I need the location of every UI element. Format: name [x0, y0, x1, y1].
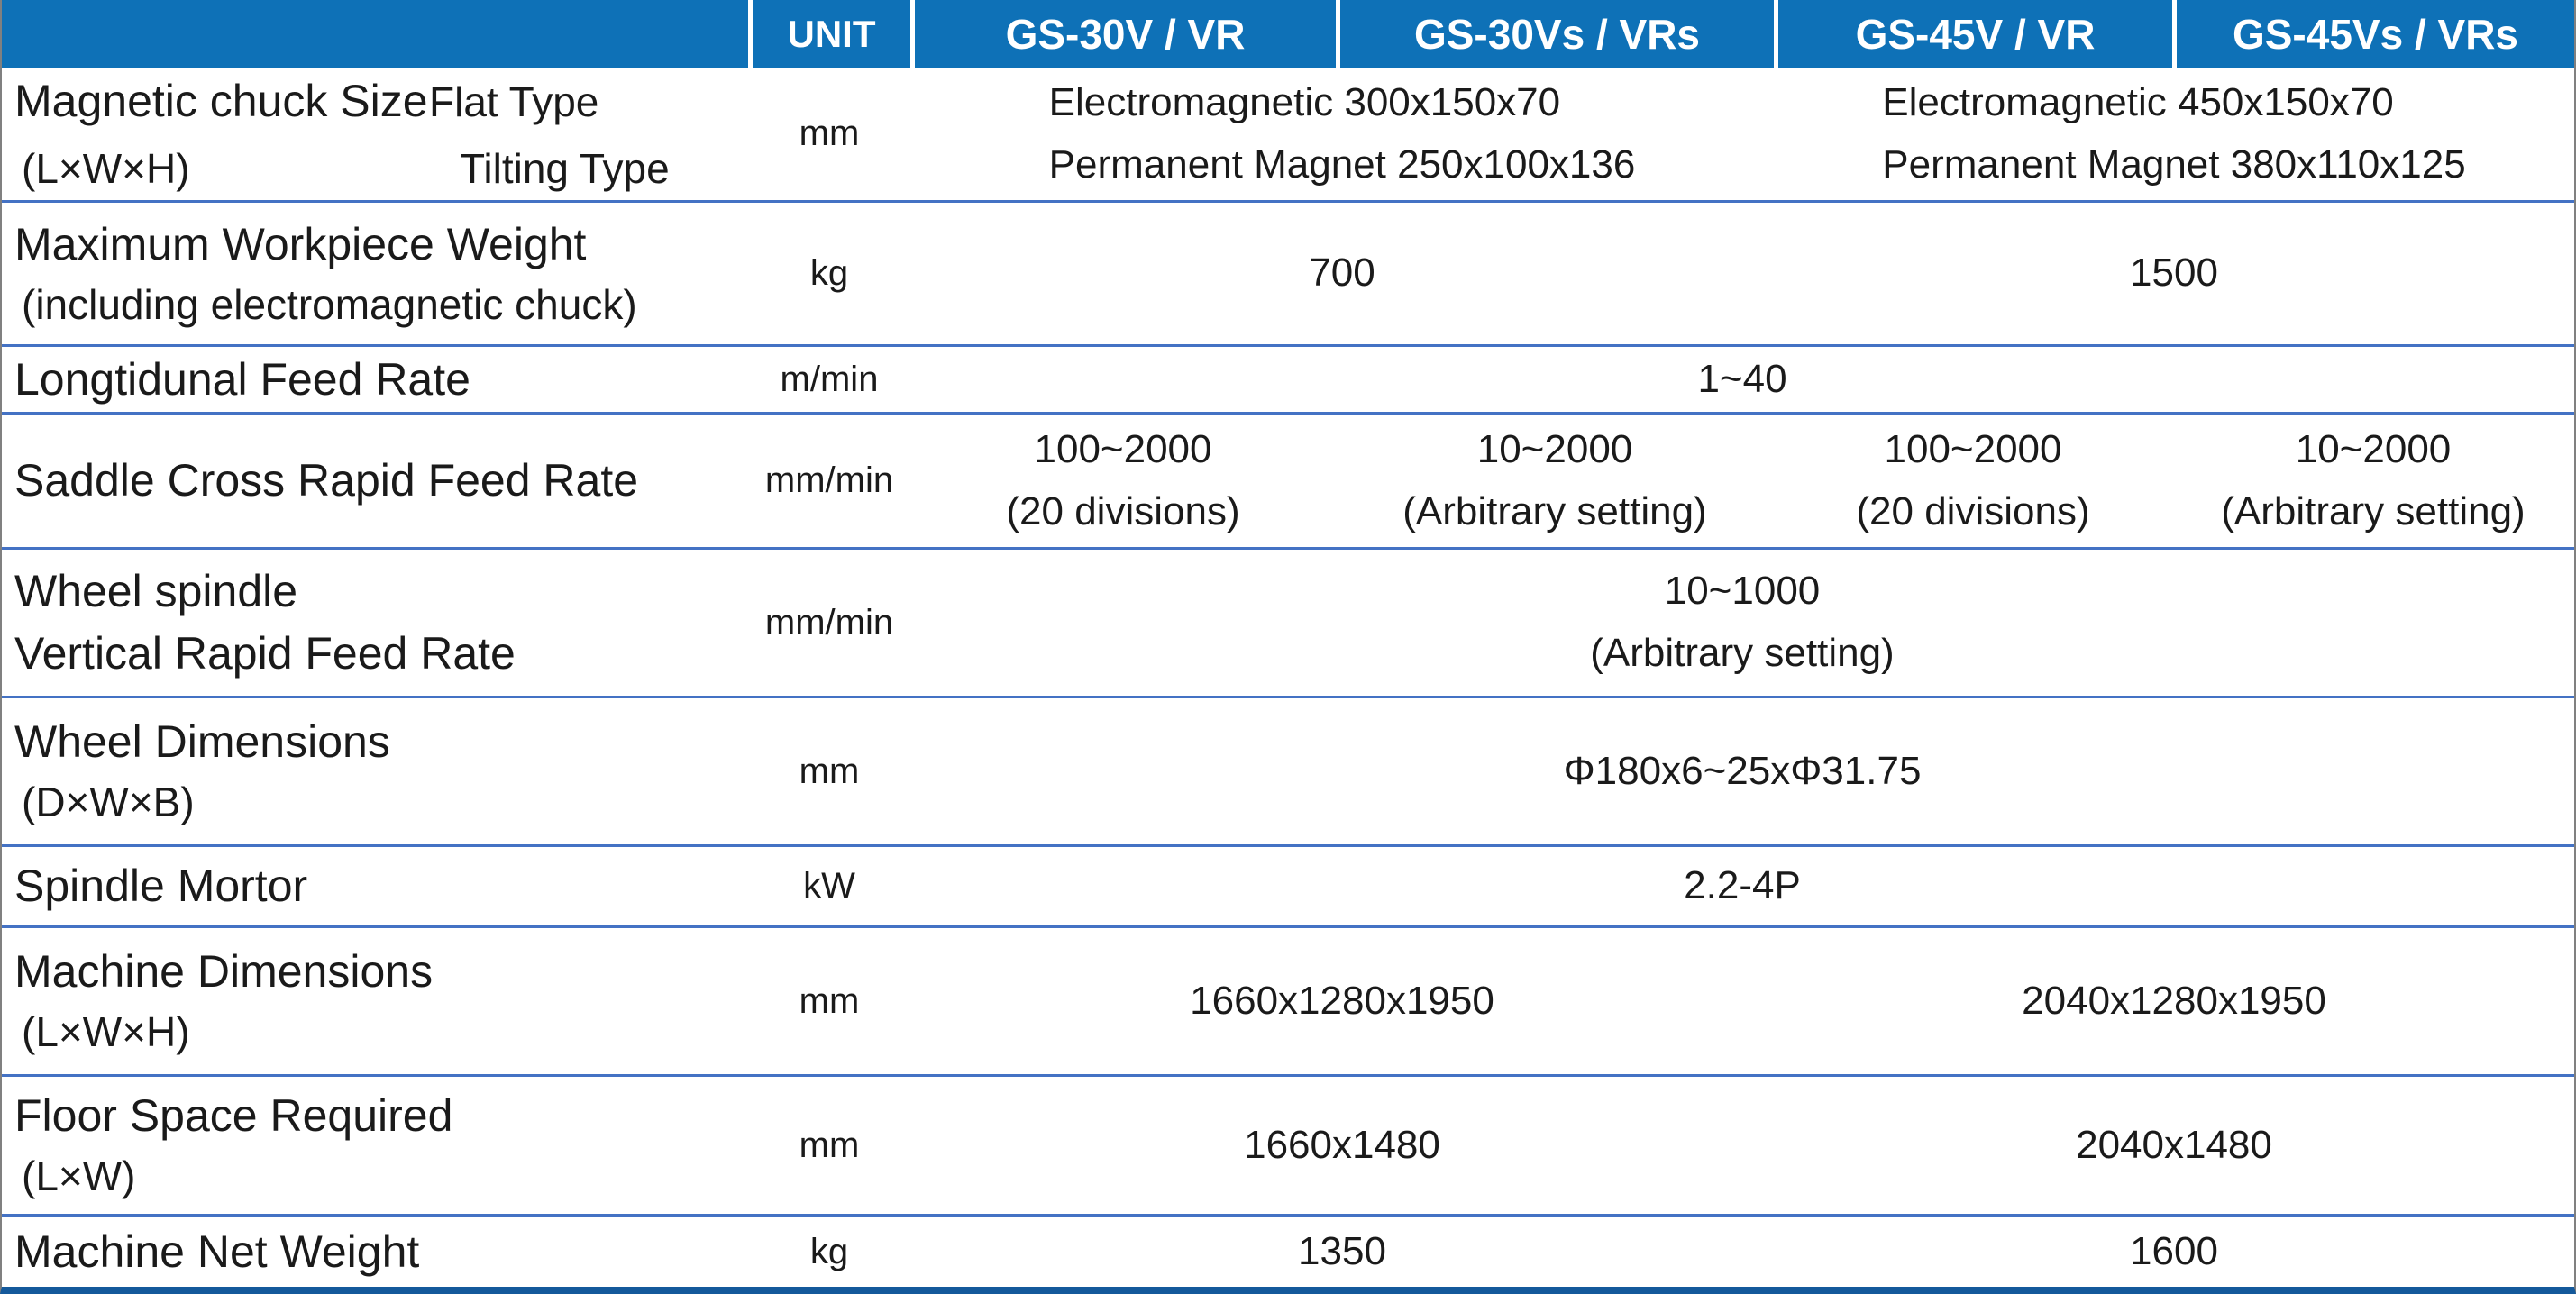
table-row-floor-space-required: Floor Space Required (L×W) mm 1660x1480 … — [2, 1077, 2574, 1217]
value-cell-gs30-weight: 700 — [1309, 251, 1375, 296]
value-cell-gs45-weight: 1500 — [2130, 251, 2218, 296]
value-line-range: 100~2000 — [1034, 426, 1212, 471]
table-row-vertical-rapid-feed-rate: Wheel spindle Vertical Rapid Feed Rate m… — [2, 550, 2574, 698]
value-cell-gs30-machine-dimensions: 1660x1280x1950 — [1190, 978, 1494, 1023]
row-sublabel-flat-type: Flat Type — [429, 77, 599, 125]
unit-cell: m/min — [780, 359, 879, 399]
row-label-line1: Maximum Workpiece Weight — [14, 218, 587, 269]
value-line-note: (Arbitrary setting) — [2221, 488, 2526, 533]
row-label-line1: Wheel Dimensions — [14, 716, 390, 768]
row-label-line1: Longtidunal Feed Rate — [14, 353, 470, 405]
value-cell-gs30-net-weight: 1350 — [1298, 1228, 1386, 1273]
value-cell-gs45-chuck: Electromagnetic 450x150x70 Permanent Mag… — [1774, 68, 2574, 200]
row-label-floor-space: Floor Space Required (L×W) — [2, 1077, 748, 1214]
row-label-wheel-spindle: Wheel spindle Vertical Rapid Feed Rate — [2, 550, 748, 696]
value-line-note: (Arbitrary setting) — [1590, 631, 1895, 675]
row-label-line1: Floor Space Required — [14, 1090, 453, 1142]
row-label-line1: Machine Net Weight — [14, 1226, 420, 1277]
value-line-range: 100~2000 — [1884, 426, 2062, 471]
table-row-machine-net-weight: Machine Net Weight kg 1350 1600 — [2, 1217, 2574, 1287]
row-label-line1: Machine Dimensions — [14, 946, 434, 998]
row-label-line1: Wheel spindle — [14, 566, 298, 616]
value-line-permanent-magnet: Permanent Magnet 250x100x136 — [1048, 141, 1636, 187]
row-label-line2: (L×W) — [22, 1153, 136, 1200]
row-sublabel-tilting-type: Tilting Type — [460, 144, 670, 192]
row-label-machine-net-weight: Machine Net Weight — [2, 1217, 748, 1287]
row-label-magnetic-chuck-size: Magnetic chuck Size Flat Type (L×W×H) Ti… — [2, 68, 748, 200]
value-line-note: (Arbitrary setting) — [1402, 488, 1707, 533]
unit-cell: mm/min — [764, 460, 894, 500]
value-line-range: 10~2000 — [1476, 426, 1633, 471]
value-line-note: (20 divisions) — [1856, 488, 2090, 533]
value-cell-gs30-chuck: Electromagnetic 300x150x70 Permanent Mag… — [910, 68, 1774, 200]
value-cell-gs45vs-saddle: 10~2000 (Arbitrary setting) — [2172, 415, 2574, 547]
unit-cell: mm — [799, 114, 860, 153]
column-header-model-gs30v: GS-30V / VR — [910, 0, 1336, 68]
column-header-model-gs30vs: GS-30Vs / VRs — [1336, 0, 1774, 68]
value-line-electromagnetic: Electromagnetic 450x150x70 — [1882, 79, 2394, 124]
table-row-max-workpiece-weight: Maximum Workpiece Weight (including elec… — [2, 203, 2574, 347]
value-line-range: 10~2000 — [2295, 426, 2452, 471]
column-header-model-gs45vs: GS-45Vs / VRs — [2172, 0, 2574, 68]
row-label-line1: Spindle Mortor — [14, 861, 308, 911]
column-header-unit: UNIT — [748, 0, 910, 68]
row-label-max-workpiece-weight: Maximum Workpiece Weight (including elec… — [2, 203, 748, 344]
row-label-line2: (L×W×H) — [22, 1008, 190, 1056]
row-label-line2: (including electromagnetic chuck) — [22, 280, 637, 328]
row-label-machine-dimensions: Machine Dimensions (L×W×H) — [2, 928, 748, 1074]
row-label-line1: Saddle Cross Rapid Feed Rate — [14, 455, 639, 506]
unit-cell: kW — [803, 866, 855, 906]
value-cell-gs30-floor-space: 1660x1480 — [1244, 1122, 1440, 1167]
value-block: Electromagnetic 450x150x70 Permanent Mag… — [1882, 80, 2465, 187]
row-label-line1: Magnetic chuck Size — [14, 75, 428, 126]
row-label-longitudinal-feed-rate: Longtidunal Feed Rate — [2, 347, 748, 412]
row-label-wheel-dimensions: Wheel Dimensions (D×W×B) — [2, 698, 748, 844]
value-cell-feed-rate-all-models: 1~40 — [1697, 356, 1787, 401]
value-line-note: (20 divisions) — [1006, 488, 1240, 533]
table-row-magnetic-chuck-size: Magnetic chuck Size Flat Type (L×W×H) Ti… — [2, 68, 2574, 203]
table-row-saddle-cross-rapid-feed-rate: Saddle Cross Rapid Feed Rate mm/min 100~… — [2, 415, 2574, 550]
value-cell-wheel-dimensions-all-models: Φ180x6~25xΦ31.75 — [1563, 748, 1922, 793]
value-cell-spindle-motor-all-models: 2.2-4P — [1684, 863, 1801, 908]
row-label-line2: (D×W×B) — [22, 779, 195, 826]
row-label-spindle-motor: Spindle Mortor — [2, 847, 748, 925]
row-label-line2: (L×W×H) — [22, 144, 190, 192]
value-cell-gs45-floor-space: 2040x1480 — [2076, 1122, 2272, 1167]
value-cell-gs45-machine-dimensions: 2040x1280x1950 — [2022, 978, 2326, 1023]
value-cell-gs30v-saddle: 100~2000 (20 divisions) — [910, 415, 1336, 547]
value-cell-gs45v-saddle: 100~2000 (20 divisions) — [1774, 415, 2172, 547]
unit-cell: mm — [799, 1125, 860, 1165]
unit-cell: kg — [809, 253, 849, 293]
value-line-electromagnetic: Electromagnetic 300x150x70 — [1048, 79, 1561, 124]
table-row-longitudinal-feed-rate: Longtidunal Feed Rate m/min 1~40 — [2, 347, 2574, 415]
row-label-line2: Vertical Rapid Feed Rate — [14, 628, 516, 679]
table-row-machine-dimensions: Machine Dimensions (L×W×H) mm 1660x1280x… — [2, 928, 2574, 1077]
value-cell-gs45-net-weight: 1600 — [2130, 1228, 2218, 1273]
unit-cell: kg — [809, 1231, 849, 1271]
unit-cell: mm/min — [764, 602, 894, 642]
unit-cell: mm — [799, 980, 860, 1021]
header-corner-cell — [2, 0, 748, 68]
table-row-wheel-dimensions: Wheel Dimensions (D×W×B) mm Φ180x6~25xΦ3… — [2, 698, 2574, 847]
column-header-model-gs45v: GS-45V / VR — [1774, 0, 2172, 68]
value-line-range: 10~1000 — [1664, 569, 1821, 614]
table-row-spindle-motor: Spindle Mortor kW 2.2-4P — [2, 847, 2574, 928]
value-block: Electromagnetic 300x150x70 Permanent Mag… — [1049, 80, 1636, 187]
value-line-permanent-magnet: Permanent Magnet 380x110x125 — [1882, 141, 2466, 187]
table-header-row: UNIT GS-30V / VR GS-30Vs / VRs GS-45V / … — [2, 0, 2574, 68]
value-cell-vertical-feed-all-models: 10~1000 (Arbitrary setting) — [910, 550, 2574, 696]
row-label-saddle-cross: Saddle Cross Rapid Feed Rate — [2, 415, 748, 547]
unit-cell: mm — [799, 751, 860, 791]
value-cell-gs30vs-saddle: 10~2000 (Arbitrary setting) — [1336, 415, 1774, 547]
